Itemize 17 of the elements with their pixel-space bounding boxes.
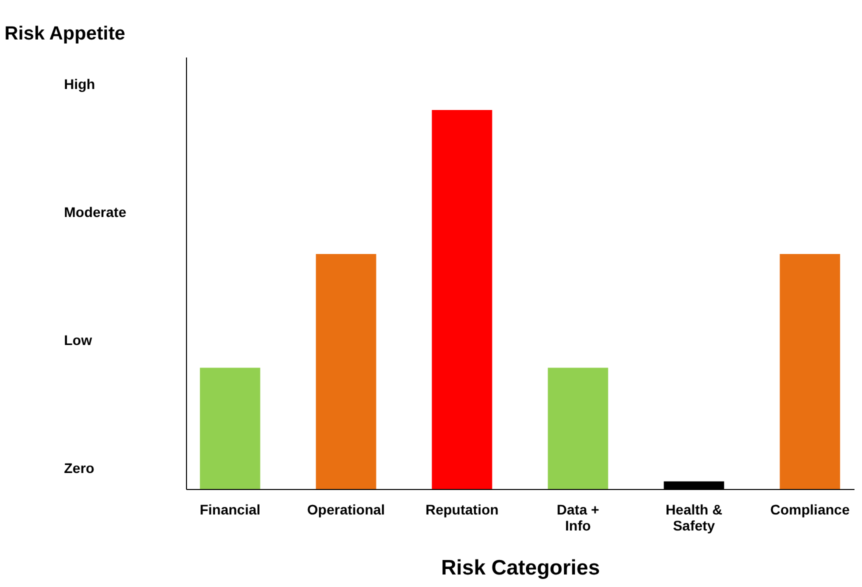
- x-tick-label: Data + Info: [556, 502, 600, 534]
- x-tick-label: Financial: [200, 502, 260, 518]
- text: Low: [64, 332, 92, 348]
- bar: [780, 254, 840, 489]
- x-tick-label: Reputation: [425, 502, 499, 518]
- bar: [200, 368, 260, 489]
- text: Zero: [64, 460, 94, 476]
- x-axis-title: Risk Categories: [441, 556, 600, 580]
- text: Moderate: [64, 204, 126, 220]
- x-tick-label: Operational: [307, 502, 385, 518]
- y-axis-title: Risk Appetite: [4, 24, 126, 44]
- bar: [548, 368, 608, 489]
- x-tick-label: Health & Safety: [666, 502, 722, 534]
- bar: [432, 110, 492, 489]
- bar: [316, 254, 376, 489]
- text: High: [64, 76, 96, 92]
- x-tick-label: Compliance: [770, 502, 850, 518]
